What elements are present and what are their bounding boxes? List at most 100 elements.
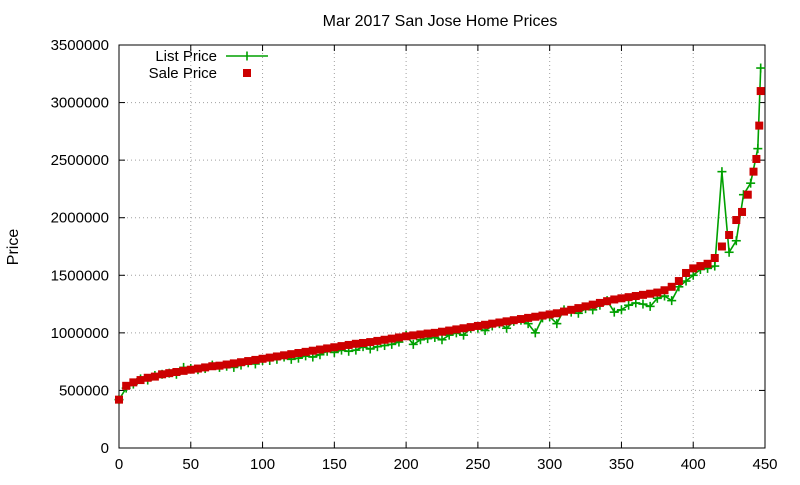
sale-price-point xyxy=(646,289,655,298)
sale-price-point xyxy=(725,230,734,239)
sale-price-point xyxy=(756,87,765,96)
sale-price-point xyxy=(136,376,145,385)
list-price-point xyxy=(624,300,634,310)
list-price-point xyxy=(667,296,677,306)
list-price-point xyxy=(437,335,447,345)
sale-price-point xyxy=(394,333,403,342)
list-price-point xyxy=(408,339,418,349)
sale-price-point xyxy=(272,352,281,361)
sale-price-point xyxy=(208,362,217,371)
sale-price-point xyxy=(315,345,324,354)
sale-price-point xyxy=(603,297,612,306)
list-price-point xyxy=(616,305,626,315)
legend-label-sale-price: Sale Price xyxy=(149,65,217,82)
x-tick-label: 350 xyxy=(609,456,634,473)
sale-price-point xyxy=(416,330,425,339)
sale-price-point xyxy=(531,312,540,321)
sale-price-point xyxy=(423,329,432,338)
sale-price-point xyxy=(158,370,167,379)
sale-price-point xyxy=(143,373,152,382)
list-price-point xyxy=(681,276,691,286)
y-tick-label: 1000000 xyxy=(51,325,109,342)
list-price-point xyxy=(753,144,763,154)
sale-price-point xyxy=(660,286,669,295)
list-price-point xyxy=(717,167,727,177)
sale-price-point xyxy=(359,338,368,347)
sale-price-point xyxy=(280,351,289,360)
sale-price-point xyxy=(516,315,525,324)
y-tick-label: 2500000 xyxy=(51,152,109,169)
sale-price-point xyxy=(574,304,583,313)
sale-price-point xyxy=(674,277,683,286)
x-tick-label: 0 xyxy=(115,456,123,473)
sale-price-point xyxy=(509,316,518,325)
sale-price-point xyxy=(703,259,712,268)
sale-price-point xyxy=(323,344,332,353)
y-axis-label: Price xyxy=(5,229,22,266)
sale-price-point xyxy=(351,339,360,348)
sale-price-point xyxy=(752,154,761,163)
x-tick-label: 300 xyxy=(537,456,562,473)
list-price-point xyxy=(724,247,734,257)
sale-price-point xyxy=(653,288,662,297)
list-price-point xyxy=(530,328,540,338)
plot-border xyxy=(118,44,766,449)
sale-price-point xyxy=(481,320,490,329)
sale-price-point xyxy=(689,264,698,273)
sale-price-point xyxy=(129,378,138,387)
sale-price-point xyxy=(430,328,439,337)
x-tick-label: 200 xyxy=(394,456,419,473)
sale-price-point xyxy=(495,318,504,327)
sale-price-point xyxy=(545,310,554,319)
sale-price-point xyxy=(732,216,741,225)
x-tick-label: 150 xyxy=(322,456,347,473)
sale-price-point xyxy=(567,305,576,314)
sale-price-point xyxy=(502,317,511,326)
sale-price-point xyxy=(581,302,590,311)
sale-price-point xyxy=(631,292,640,301)
sale-price-point xyxy=(380,335,389,344)
sale-price-point xyxy=(552,309,561,318)
y-tick-label: 1500000 xyxy=(51,267,109,284)
list-price-point xyxy=(609,307,619,317)
sale-price-point xyxy=(287,350,296,359)
sale-price-point xyxy=(402,332,411,341)
y-tick-label: 0 xyxy=(101,440,109,457)
sale-price-point xyxy=(717,242,726,251)
sale-price-point xyxy=(538,311,547,320)
sale-price-point xyxy=(373,336,382,345)
legend-sale-square xyxy=(243,69,251,77)
x-tick-label: 50 xyxy=(182,456,199,473)
axes: 0 50 100 150 200 250 300 350 400 450 0 500000 100000… xyxy=(51,37,778,473)
sale-price-point xyxy=(294,349,303,358)
list-price-point xyxy=(756,63,766,73)
sale-price-point xyxy=(595,298,604,307)
sale-price-point xyxy=(624,293,633,302)
sale-price-point xyxy=(201,363,210,372)
sale-price-point xyxy=(560,307,569,316)
sale-price-point xyxy=(638,290,647,299)
sale-price-point xyxy=(251,355,260,364)
sale-price-point xyxy=(179,366,188,375)
sale-price-point xyxy=(387,334,396,343)
sale-price-point xyxy=(524,313,533,322)
sale-price-point xyxy=(265,353,274,362)
y-tick-label: 3500000 xyxy=(51,37,109,54)
sale-price-series xyxy=(115,87,765,404)
sale-price-point xyxy=(244,357,253,366)
list-price-point xyxy=(645,301,655,311)
grid xyxy=(119,45,765,448)
sale-price-point xyxy=(222,360,231,369)
x-tick-label: 250 xyxy=(465,456,490,473)
sale-price-point xyxy=(610,295,619,304)
sale-price-point xyxy=(743,190,752,199)
sale-price-point xyxy=(710,254,719,263)
sale-price-point xyxy=(229,359,238,368)
sale-price-point xyxy=(409,331,418,340)
sale-price-point xyxy=(438,327,446,336)
y-tick-label: 3000000 xyxy=(51,95,109,112)
sale-price-point xyxy=(749,167,758,176)
sale-price-point xyxy=(122,381,131,390)
sale-price-point xyxy=(172,368,181,377)
